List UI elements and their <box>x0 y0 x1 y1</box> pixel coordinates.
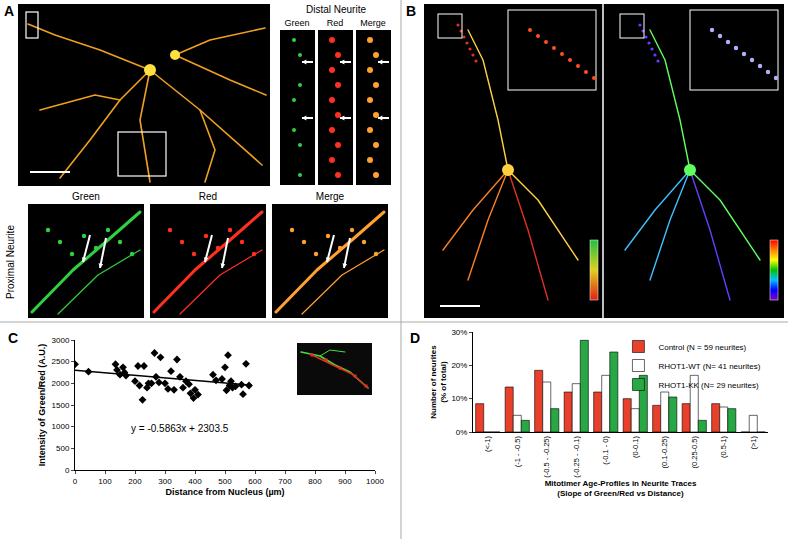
svg-text:1500: 1500 <box>52 401 70 410</box>
svg-text:Merge: Merge <box>316 191 345 202</box>
svg-text:Green: Green <box>284 18 309 28</box>
svg-text:(0-0.1): (0-0.1) <box>631 436 640 459</box>
svg-text:20%: 20% <box>451 361 467 370</box>
svg-text:500: 500 <box>218 477 232 486</box>
svg-text:Number of neurites(% of total): Number of neurites(% of total) <box>429 345 448 419</box>
svg-text:2500: 2500 <box>52 357 70 366</box>
svg-text:(<-1): (<-1) <box>483 436 492 453</box>
svg-text:300: 300 <box>158 477 172 486</box>
svg-text:(-0.5 - -0.25): (-0.5 - -0.25) <box>542 436 551 478</box>
svg-text:B: B <box>406 3 416 19</box>
svg-text:900: 900 <box>338 477 352 486</box>
svg-text:0%: 0% <box>456 428 468 437</box>
svg-text:D: D <box>410 330 420 346</box>
svg-text:Red: Red <box>327 18 344 28</box>
svg-text:600: 600 <box>248 477 262 486</box>
svg-text:Merge: Merge <box>360 18 386 28</box>
svg-text:RHOT1-WT (N= 41 neurites): RHOT1-WT (N= 41 neurites) <box>658 362 760 371</box>
svg-text:(0.1-0.25): (0.1-0.25) <box>660 436 669 469</box>
svg-text:Distal Neurite: Distal Neurite <box>306 4 366 15</box>
svg-text:(0.5-1): (0.5-1) <box>719 436 728 459</box>
svg-text:30%: 30% <box>451 328 467 337</box>
svg-text:Red: Red <box>199 191 217 202</box>
svg-text:y = -0.5863x + 2303.5: y = -0.5863x + 2303.5 <box>131 423 229 434</box>
svg-text:RHOT1-KK (N= 29 neurites): RHOT1-KK (N= 29 neurites) <box>658 381 759 390</box>
svg-text:1000: 1000 <box>52 422 70 431</box>
svg-text:Distance from Nucleus (µm): Distance from Nucleus (µm) <box>165 487 284 497</box>
svg-text:(-1 - -0.5): (-1 - -0.5) <box>513 436 522 468</box>
svg-text:2000: 2000 <box>52 379 70 388</box>
svg-text:800: 800 <box>308 477 322 486</box>
svg-text:0: 0 <box>73 477 78 486</box>
svg-text:(-0.25 - -0.1): (-0.25 - -0.1) <box>572 436 581 478</box>
svg-text:(0.25-0.5): (0.25-0.5) <box>690 436 699 469</box>
svg-text:Proximal Neurite: Proximal Neurite <box>5 225 16 299</box>
svg-text:Green: Green <box>72 191 100 202</box>
svg-text:500: 500 <box>56 444 70 453</box>
svg-text:Mitotimer Age-Profiles in Neur: Mitotimer Age-Profiles in Neurite Traces… <box>545 479 697 498</box>
svg-text:A: A <box>4 3 14 19</box>
svg-text:10%: 10% <box>451 394 467 403</box>
svg-text:Control (N = 59 neurites): Control (N = 59 neurites) <box>658 343 746 352</box>
svg-text:200: 200 <box>128 477 142 486</box>
svg-text:0: 0 <box>65 466 70 475</box>
svg-text:400: 400 <box>188 477 202 486</box>
svg-text:1000: 1000 <box>366 477 384 486</box>
svg-text:C: C <box>8 330 18 346</box>
svg-text:100: 100 <box>98 477 112 486</box>
svg-text:(-0.1 - 0): (-0.1 - 0) <box>601 436 610 465</box>
svg-text:700: 700 <box>278 477 292 486</box>
svg-text:3000: 3000 <box>52 336 70 345</box>
svg-text:Intensity of Green/Red (A.U.): Intensity of Green/Red (A.U.) <box>37 344 47 467</box>
svg-text:(>1): (>1) <box>749 435 758 449</box>
